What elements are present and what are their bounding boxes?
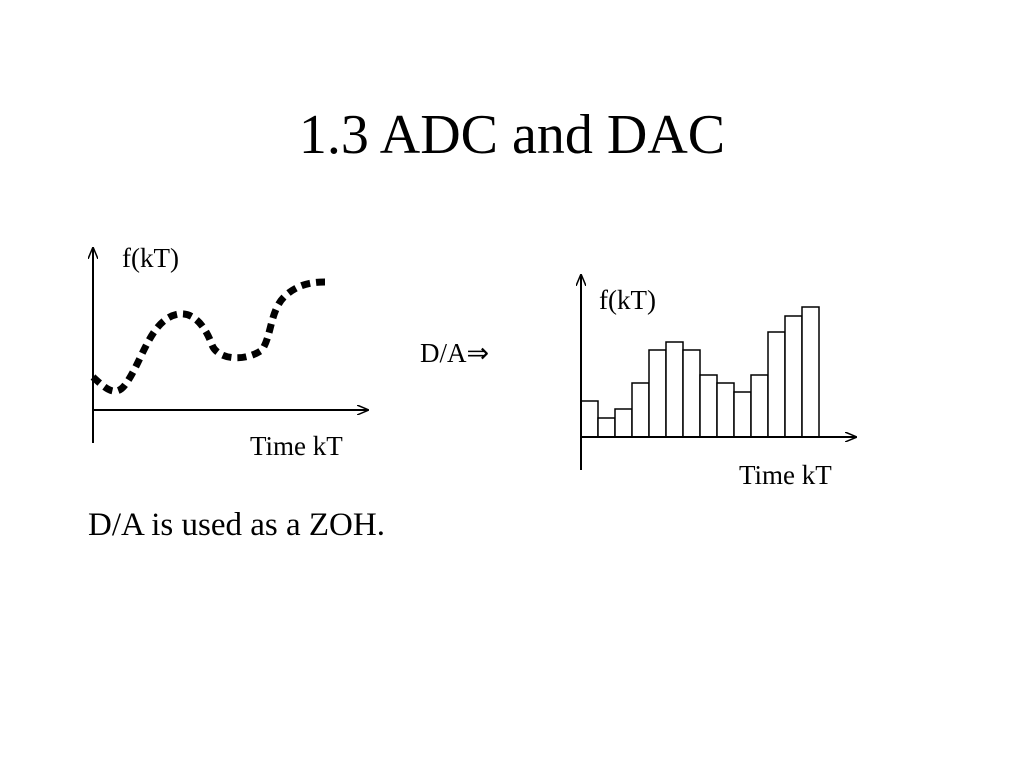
step [597, 417, 616, 438]
y-axis-label: f(kT) [599, 285, 656, 315]
right-diagram: f(kT) Time kT [581, 275, 856, 490]
step [716, 382, 735, 438]
zoh-steps [580, 306, 820, 438]
step [682, 349, 701, 438]
x-axis-label: Time kT [250, 431, 343, 461]
step [733, 391, 752, 438]
sampled-signal [90, 278, 326, 395]
step [750, 374, 769, 438]
arrow-label: D/A⇒ [420, 338, 489, 368]
slide-title: 1.3 ADC and DAC [299, 104, 725, 166]
step [699, 374, 718, 438]
left-diagram: f(kT) Time kT [93, 243, 368, 461]
y-axis-label: f(kT) [122, 243, 179, 273]
step [801, 306, 820, 438]
step [580, 400, 599, 438]
x-axis-label: Time kT [739, 460, 832, 490]
step [631, 382, 650, 438]
caption: D/A is used as a ZOH. [88, 507, 385, 543]
step [648, 349, 667, 438]
step [767, 331, 786, 438]
step [784, 315, 803, 438]
step [614, 408, 633, 438]
step [665, 341, 684, 438]
